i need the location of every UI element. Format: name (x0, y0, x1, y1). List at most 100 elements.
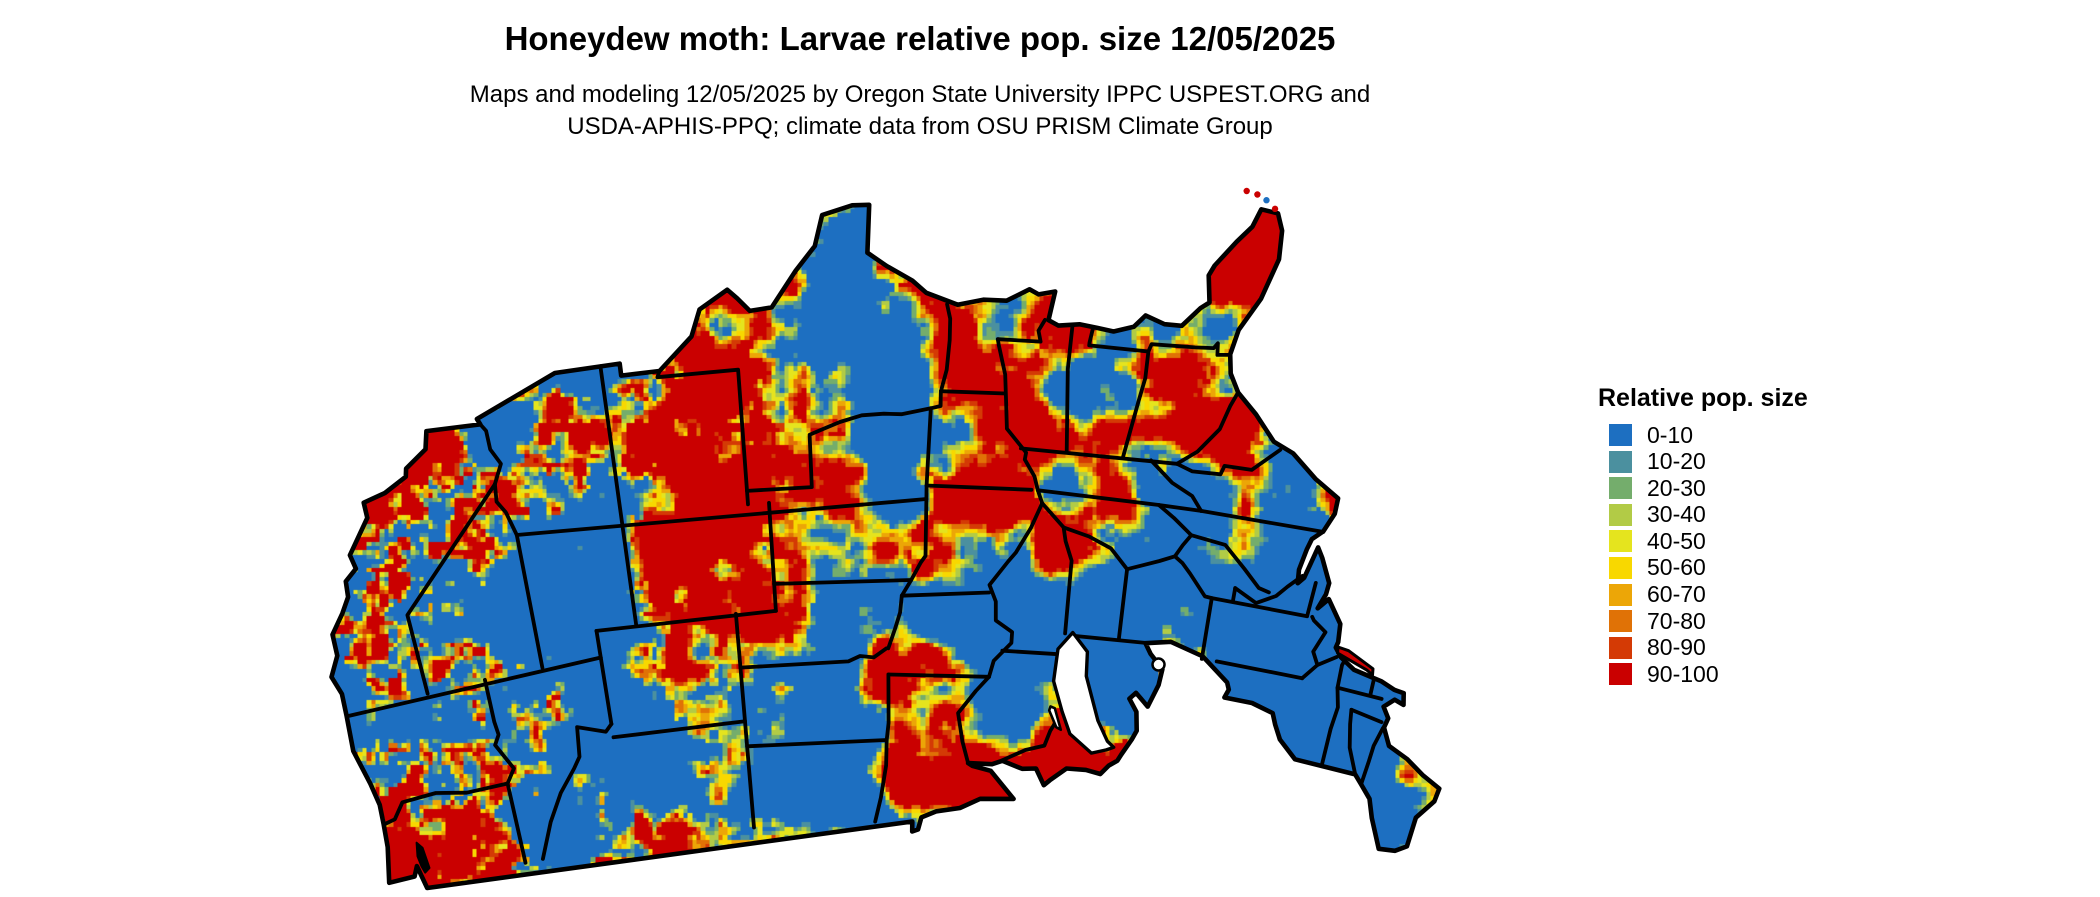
legend-item: 20-30 (1609, 474, 1808, 501)
state-border-line (1305, 581, 1318, 619)
legend-label: 50-60 (1647, 554, 1706, 581)
long-island (1336, 645, 1375, 677)
state-border-line (1214, 659, 1305, 681)
legend-item: 0-10 (1609, 422, 1808, 448)
state-border-line (594, 629, 614, 726)
state-border-line (886, 578, 914, 651)
legend-swatch (1609, 450, 1632, 473)
state-border-line (767, 501, 778, 613)
state-border-line (909, 483, 929, 582)
state-border-line (478, 422, 503, 487)
legend-item: 90-100 (1609, 660, 1808, 687)
state-border-line (886, 672, 991, 679)
lake-michigan (1051, 630, 1116, 755)
legend-label: 70-80 (1647, 607, 1706, 634)
legend-item: 40-50 (1609, 527, 1808, 554)
state-border-line (1368, 676, 1376, 697)
lake-st-clair (1151, 657, 1166, 672)
state-border-line (745, 406, 933, 493)
state-border-line (924, 406, 933, 488)
state-border-line (987, 501, 1045, 679)
population-raster-image (331, 204, 1440, 888)
state-border-line (745, 738, 889, 749)
state-border-line (505, 781, 528, 865)
subtitle-line-1: Maps and modeling 12/05/2025 by Oregon S… (469, 81, 1371, 108)
state-border-line (541, 722, 614, 861)
legend-label: 90-100 (1647, 660, 1719, 687)
state-border-line (483, 677, 516, 786)
state-border-line (514, 497, 929, 537)
legend-label: 20-30 (1647, 474, 1706, 501)
state-border-line (956, 674, 991, 765)
state-border-line (1069, 633, 1148, 645)
legend-panel: Relative pop. size 0-10 10-20 20-30 30-40 40… (1598, 384, 1808, 687)
state-border-line (1199, 509, 1326, 534)
state-border-line (1209, 596, 1309, 619)
legend-label: 40-50 (1647, 527, 1706, 554)
legend-title: Relative pop. size (1598, 384, 1808, 412)
page-subtitle: Maps and modeling 12/05/2025 by Oregon S… (170, 79, 1670, 143)
legend-swatch (1609, 663, 1632, 686)
state-border-line (1000, 719, 1058, 763)
state-border-line (655, 367, 750, 507)
state-border-line (772, 578, 914, 586)
legend-swatch (1609, 636, 1632, 659)
state-border-line (1233, 574, 1305, 605)
legend-item: 80-90 (1609, 634, 1808, 660)
florida-keys-dot (1254, 191, 1261, 198)
state-border-line (1230, 586, 1238, 604)
state-border-line (928, 389, 943, 411)
state-border-line (598, 364, 639, 627)
state-border-line (1000, 648, 1060, 657)
state-border-line (1064, 324, 1075, 454)
state-border-line (924, 483, 1034, 492)
state-borders (344, 302, 1385, 865)
state-border-line (1319, 658, 1347, 768)
state-border-line (1175, 447, 1283, 477)
state-border-line (405, 482, 497, 696)
legend-rows: 0-10 10-20 20-30 30-40 40-50 50-60 60-70 70-80 8… (1609, 422, 1808, 687)
legend-label: 10-20 (1647, 448, 1706, 475)
state-border-line (873, 672, 891, 824)
state-border-line (381, 781, 510, 827)
florida-keys-dot (1263, 197, 1270, 204)
legend-swatch (1609, 610, 1632, 633)
state-border-line (1347, 707, 1358, 777)
state-border-line (995, 337, 1045, 506)
legend-swatch (1609, 530, 1632, 553)
us-outline (329, 202, 1442, 891)
legend-item: 60-70 (1609, 581, 1808, 608)
legend-swatch (1609, 556, 1632, 579)
state-border-line (738, 646, 889, 670)
state-border-line (939, 389, 1008, 396)
state-border-line (1061, 525, 1074, 636)
state-border-line (1087, 325, 1151, 354)
state-border-line (899, 590, 991, 598)
florida-keys-dot (1243, 187, 1250, 195)
state-border-line (1146, 341, 1232, 357)
state-border-line (1175, 390, 1240, 466)
state-border-line (514, 533, 545, 670)
subtitle-line-2: USDA-APHIS-PPQ; climate data from OSU PR… (567, 113, 1273, 140)
state-border-line (1116, 567, 1129, 642)
state-border-line (734, 612, 756, 830)
legend-item: 50-60 (1609, 554, 1808, 581)
state-border-line (1359, 726, 1385, 787)
green-bay (1047, 705, 1063, 732)
legend-item: 10-20 (1609, 448, 1808, 475)
state-border-line (594, 609, 778, 633)
legend-item: 30-40 (1609, 501, 1808, 527)
state-border-line (1300, 614, 1328, 681)
state-border-line (1121, 349, 1151, 459)
legend-item: 70-80 (1609, 607, 1808, 634)
legend-swatch (1609, 583, 1632, 606)
puget-sound (415, 841, 431, 874)
state-border-line (1349, 707, 1384, 724)
legend-label: 60-70 (1647, 581, 1706, 608)
state-border-line (1189, 533, 1271, 595)
state-border-line (939, 302, 953, 394)
state-border-line (1040, 501, 1129, 572)
